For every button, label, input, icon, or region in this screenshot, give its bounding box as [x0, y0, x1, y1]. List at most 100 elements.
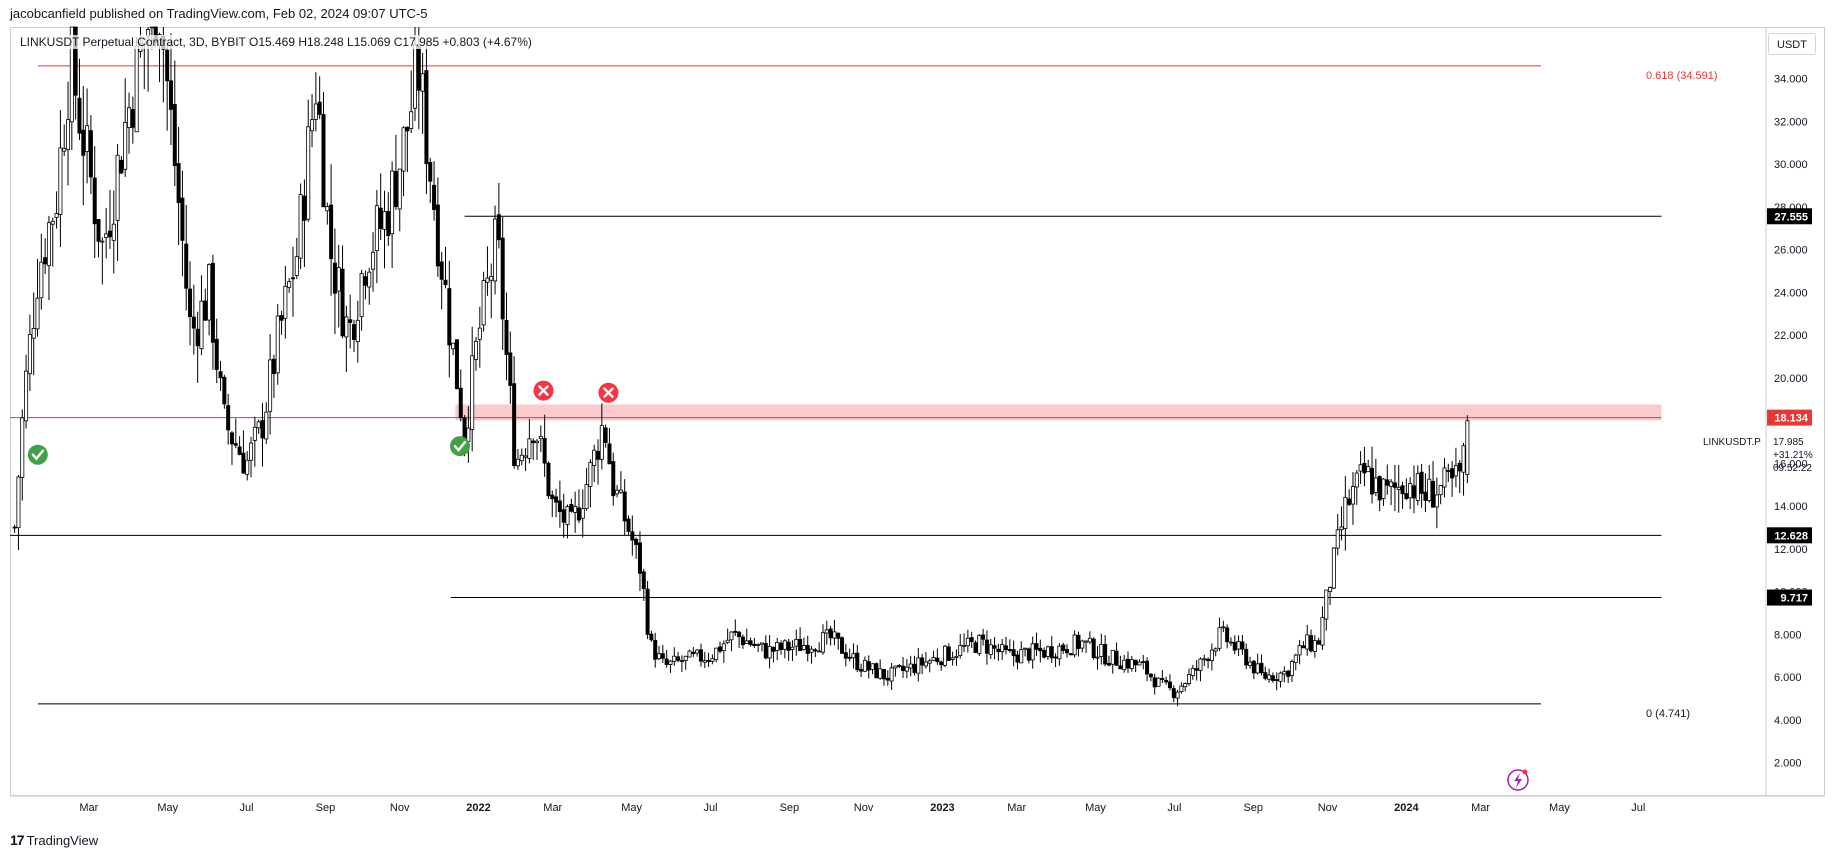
- candle-body: [100, 240, 105, 243]
- candle-body: [1461, 445, 1466, 473]
- candle-body: [405, 126, 410, 132]
- candle-body: [820, 632, 825, 653]
- candle-body: [634, 538, 639, 546]
- candle-body: [458, 387, 463, 419]
- candle-body: [1225, 627, 1230, 643]
- candle-body: [1240, 641, 1245, 650]
- candle-body: [1187, 674, 1192, 684]
- candle-body: [702, 660, 707, 663]
- brand-footer[interactable]: 17 TradingView: [10, 832, 98, 848]
- x-tick-label: 2024: [1394, 802, 1419, 814]
- candle-body: [1278, 672, 1283, 682]
- candle-body: [378, 207, 383, 230]
- candle-body: [1457, 462, 1462, 472]
- candle-body: [104, 233, 109, 239]
- candle-body: [310, 119, 315, 132]
- check-circle-icon: [449, 436, 470, 457]
- candle-body: [260, 420, 265, 439]
- candle-body: [698, 649, 703, 662]
- candle-body: [1023, 647, 1028, 650]
- candle-body: [199, 300, 204, 350]
- x-tick-label: 2023: [930, 802, 954, 814]
- candle-body: [294, 256, 299, 276]
- x-tick-label: Mar: [79, 802, 98, 814]
- candle-body: [1373, 477, 1378, 493]
- candle-body: [626, 518, 631, 532]
- candle-body: [107, 230, 112, 238]
- candle-body: [641, 571, 646, 590]
- candle-body: [290, 277, 295, 280]
- candle-body: [1167, 681, 1172, 689]
- x-tick-label: Mar: [543, 802, 562, 814]
- candle-body: [649, 633, 654, 641]
- candle-body: [256, 421, 261, 429]
- candle-body: [12, 526, 17, 529]
- candle-body: [668, 660, 673, 665]
- candle-body: [1164, 679, 1169, 683]
- candle-body: [20, 417, 25, 478]
- candle-body: [1080, 640, 1085, 649]
- candle-body: [46, 222, 51, 266]
- candle-body: [123, 122, 128, 170]
- candle-body: [874, 663, 879, 679]
- candle-body: [397, 168, 402, 210]
- candle-body: [1110, 649, 1115, 665]
- candle-body: [1293, 654, 1298, 663]
- candle-body: [31, 327, 36, 339]
- candle-body: [481, 280, 486, 326]
- candle-body: [946, 646, 951, 661]
- x-tick-label: Mar: [1007, 802, 1026, 814]
- candle-body: [904, 666, 909, 672]
- candle-body: [672, 655, 677, 662]
- candle-body: [557, 500, 562, 512]
- candle-body: [1076, 634, 1081, 649]
- candle-body: [340, 268, 345, 337]
- marker-circle: [449, 436, 470, 457]
- candle-body: [73, 26, 78, 96]
- candle-body: [1442, 467, 1447, 488]
- candle-body: [1129, 659, 1134, 669]
- candle-body: [504, 320, 509, 355]
- candle-body: [428, 161, 433, 182]
- candle-body: [374, 205, 379, 252]
- candle-body: [252, 426, 257, 441]
- currency-button[interactable]: USDT: [1768, 33, 1816, 55]
- candle-body: [1065, 649, 1070, 654]
- candle-body: [1217, 627, 1222, 649]
- candle-body: [214, 338, 219, 370]
- candle-body: [729, 631, 734, 641]
- candle-body: [653, 639, 658, 660]
- candle-body: [172, 104, 177, 166]
- y-tick-label: 2.000: [1774, 758, 1802, 770]
- candle-body: [233, 443, 238, 446]
- candle-body: [325, 206, 330, 212]
- candle-body: [958, 645, 963, 656]
- axis-price-tag: [1767, 208, 1812, 225]
- candle-body: [878, 668, 883, 679]
- candle-body: [1354, 472, 1359, 488]
- candle-body: [1419, 471, 1424, 494]
- candle-body: [50, 220, 55, 225]
- candle-body: [1251, 660, 1256, 674]
- candle-body: [130, 109, 135, 128]
- candle-body: [1084, 640, 1089, 643]
- x-tick-label: May: [621, 802, 642, 814]
- x-tick-label: Jul: [240, 802, 254, 814]
- candle-body: [794, 638, 799, 647]
- candle-body: [950, 657, 955, 660]
- candle-body: [657, 653, 662, 660]
- candle-body: [245, 459, 250, 475]
- candle-body: [1194, 668, 1199, 671]
- candle-body: [1122, 659, 1127, 671]
- x-tick-label: Jul: [1631, 802, 1645, 814]
- candle-body: [576, 507, 581, 521]
- candle-body: [1030, 643, 1035, 661]
- candle-body: [1347, 498, 1352, 505]
- candle-body: [180, 197, 185, 241]
- candle-body: [1320, 617, 1325, 646]
- candle-body: [1221, 626, 1226, 629]
- candle-body: [1156, 677, 1161, 687]
- candle-body: [721, 643, 726, 652]
- candle-body: [1053, 656, 1058, 659]
